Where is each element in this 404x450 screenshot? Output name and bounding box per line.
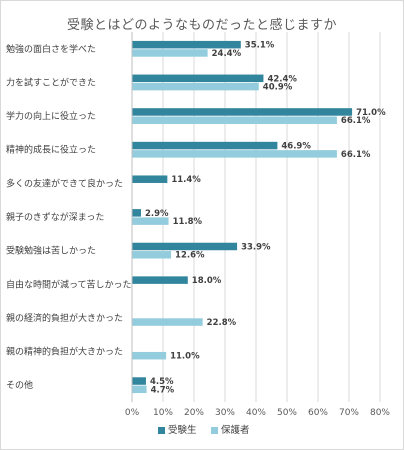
bar-examinee — [132, 141, 278, 150]
bar-examinee — [132, 108, 353, 116]
data-label: 22.8% — [207, 318, 237, 328]
legend-label-guardian: 保護者 — [221, 424, 250, 436]
data-label: 4.5% — [150, 377, 174, 387]
x-tick-label: 20% — [184, 408, 204, 418]
bar-examinee — [132, 175, 168, 183]
category-label: 親の精神的負担が大きかった — [6, 346, 123, 358]
category-label: 力を試すことができた — [6, 76, 96, 88]
data-label: 40.9% — [263, 83, 293, 93]
data-label: 2.9% — [145, 209, 169, 219]
data-label: 33.9% — [241, 242, 271, 252]
bar-guardian — [132, 49, 208, 57]
data-label: 66.1% — [341, 116, 371, 126]
data-label: 4.7% — [151, 385, 175, 395]
category-label: 自由な時間が減って苦しかった — [6, 278, 132, 290]
data-label: 42.4% — [267, 74, 297, 84]
category-label: その他 — [6, 379, 33, 391]
bar-examinee — [132, 40, 241, 49]
bar-guardian — [132, 251, 172, 259]
data-label: 66.1% — [341, 150, 371, 160]
category-label: 多くの友達ができて良かった — [6, 177, 123, 189]
data-label: 11.8% — [173, 217, 203, 227]
bar-guardian — [132, 82, 259, 91]
data-label: 46.9% — [281, 142, 311, 152]
x-tick-label: 80% — [370, 408, 390, 418]
category-label: 学力の向上に役立った — [6, 110, 96, 122]
data-label: 71.0% — [356, 108, 386, 118]
x-tick-label: 50% — [277, 408, 297, 418]
x-tick-label: 40% — [246, 408, 266, 418]
bar-guardian — [132, 385, 147, 394]
category-label: 精神的成長に役立った — [6, 144, 96, 156]
bar-guardian — [132, 318, 203, 326]
data-label: 11.4% — [171, 175, 201, 185]
bar-guardian — [132, 116, 337, 124]
chart-title: 受験とはどのようなものだったと感じますか — [66, 18, 337, 33]
category-label: 親の経済的負担が大きかった — [6, 312, 123, 324]
legend-swatch-guardian — [211, 427, 218, 434]
x-tick-label: 10% — [153, 408, 173, 418]
x-tick-label: 0% — [125, 408, 140, 418]
category-label: 受験勉強は苦しかった — [6, 245, 96, 257]
bar-examinee — [132, 209, 141, 217]
category-label: 親子のきずなが深まった — [6, 211, 104, 223]
data-label: 11.0% — [170, 352, 200, 362]
data-label: 12.6% — [175, 251, 205, 261]
bar-guardian — [132, 351, 167, 360]
x-tick-label: 60% — [308, 408, 328, 418]
bar-examinee — [132, 74, 264, 83]
data-label: 35.1% — [245, 41, 275, 51]
data-label: 24.4% — [212, 49, 242, 59]
x-tick-label: 70% — [339, 408, 359, 418]
category-label: 勉強の面白さを学べた — [6, 43, 96, 55]
legend-swatch-examinee — [158, 427, 165, 434]
data-label: 18.0% — [192, 276, 222, 286]
bar-examinee — [132, 377, 146, 385]
bar-examinee — [132, 276, 188, 284]
x-tick-label: 30% — [215, 408, 235, 418]
bar-guardian — [132, 217, 169, 225]
bar-guardian — [132, 150, 337, 158]
legend-label-examinee: 受験生 — [168, 424, 197, 436]
bar-examinee — [132, 242, 238, 251]
